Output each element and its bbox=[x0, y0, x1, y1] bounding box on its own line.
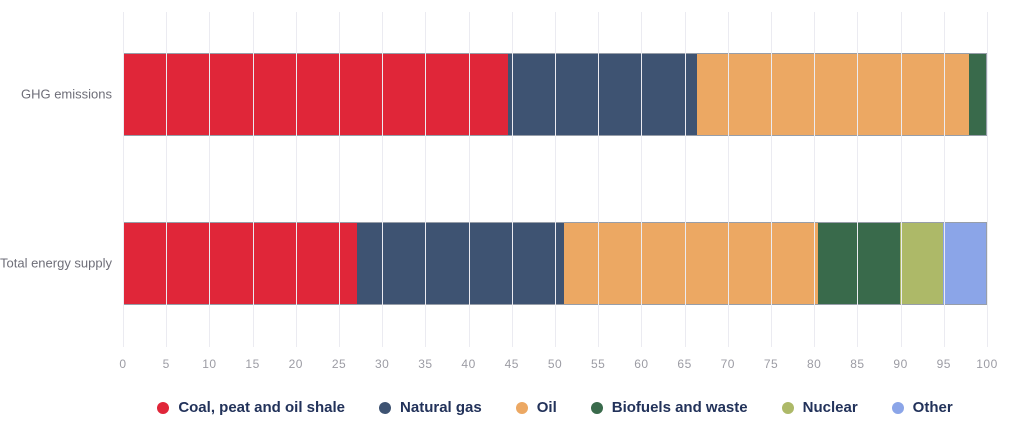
gridline bbox=[598, 12, 600, 347]
legend-item-biofuels-and-waste[interactable]: Biofuels and waste bbox=[590, 399, 748, 416]
x-tick-label: 30 bbox=[375, 357, 390, 371]
legend-dot-icon bbox=[157, 401, 170, 414]
gridline bbox=[814, 12, 816, 347]
legend-item-coal-peat-and-oil-shale[interactable]: Coal, peat and oil shale bbox=[157, 399, 345, 416]
bar-segment-oil[interactable] bbox=[697, 54, 969, 135]
x-tick-label: 35 bbox=[418, 357, 433, 371]
x-tick-label: 0 bbox=[119, 357, 127, 371]
legend-label: Other bbox=[912, 399, 953, 416]
legend-item-nuclear[interactable]: Nuclear bbox=[781, 399, 858, 416]
gridline bbox=[684, 12, 686, 347]
legend-label: Biofuels and waste bbox=[611, 399, 748, 416]
legend-item-natural-gas[interactable]: Natural gas bbox=[379, 399, 482, 416]
bar-segment-oil[interactable] bbox=[563, 223, 818, 304]
gridline bbox=[511, 12, 513, 347]
gridline bbox=[252, 12, 254, 347]
x-tick-label: 45 bbox=[504, 357, 519, 371]
x-tick-label: 90 bbox=[893, 357, 908, 371]
x-tick-label: 20 bbox=[288, 357, 303, 371]
gridline bbox=[987, 12, 988, 347]
gridline bbox=[641, 12, 643, 347]
gridline bbox=[209, 12, 211, 347]
gridline bbox=[295, 12, 297, 347]
x-tick-label: 55 bbox=[591, 357, 606, 371]
gridline bbox=[857, 12, 859, 347]
legend-dot-icon bbox=[379, 401, 392, 414]
gridline bbox=[468, 12, 470, 347]
bar-segment-other[interactable] bbox=[942, 223, 986, 304]
gridline bbox=[555, 12, 556, 347]
bar-total-energy-supply bbox=[123, 222, 987, 305]
legend-label: Natural gas bbox=[400, 399, 482, 416]
legend-label: Oil bbox=[536, 399, 557, 416]
legend-item-oil[interactable]: Oil bbox=[515, 399, 557, 416]
gridline bbox=[382, 12, 384, 347]
x-tick-label: 65 bbox=[677, 357, 692, 371]
bar-segment-natural-gas[interactable] bbox=[507, 54, 698, 135]
x-tick-label: 40 bbox=[461, 357, 476, 371]
bar-ghg-emissions bbox=[123, 53, 987, 136]
bar-segment-coal-peat-and-oil-shale[interactable] bbox=[124, 54, 508, 135]
gridline bbox=[727, 12, 729, 347]
gridline bbox=[166, 12, 168, 347]
gridline bbox=[339, 12, 340, 347]
bar-segment-nuclear[interactable] bbox=[899, 223, 943, 304]
x-tick-label: 60 bbox=[634, 357, 649, 371]
gridline bbox=[425, 12, 427, 347]
plot-area: 0 5 10 15 20 25 30 35 40 45 50 55 60 65 70 75 80 85 90 95 10… bbox=[119, 12, 997, 371]
bar-segment-biofuels-and-waste[interactable] bbox=[817, 223, 900, 304]
x-tick-label: 50 bbox=[547, 357, 563, 371]
category-label-total-energy-supply: Total energy supply bbox=[0, 255, 113, 271]
x-tick-label: 25 bbox=[331, 357, 347, 371]
x-tick-label: 80 bbox=[807, 357, 822, 371]
bar-segment-coal-peat-and-oil-shale[interactable] bbox=[124, 223, 357, 304]
x-tick-label: 10 bbox=[202, 357, 217, 371]
x-tick-label: 70 bbox=[720, 357, 735, 371]
bar-segment-biofuels-and-waste[interactable] bbox=[968, 54, 986, 135]
x-tick-label: 95 bbox=[936, 357, 951, 371]
x-tick-label: 85 bbox=[850, 357, 865, 371]
legend-label: Coal, peat and oil shale bbox=[178, 399, 346, 416]
legend-dot-icon bbox=[891, 401, 904, 414]
legend: Coal, peat and oil shale Natural gas Oil Bi… bbox=[123, 399, 987, 416]
x-tick-label: 15 bbox=[245, 357, 260, 371]
legend-dot-icon bbox=[781, 401, 794, 414]
gridline bbox=[123, 12, 124, 347]
legend-dot-icon bbox=[590, 401, 603, 414]
gridline bbox=[943, 12, 945, 347]
legend-dot-icon bbox=[515, 401, 528, 414]
bar-segment-natural-gas[interactable] bbox=[356, 223, 564, 304]
legend-item-other[interactable]: Other bbox=[891, 399, 953, 416]
gridline bbox=[900, 12, 902, 347]
legend-label: Nuclear bbox=[802, 399, 858, 416]
x-tick-label: 100 bbox=[976, 357, 998, 371]
x-tick-label: 5 bbox=[162, 357, 170, 371]
gridline bbox=[771, 12, 772, 347]
category-label-ghg-emissions: GHG emissions bbox=[20, 86, 112, 102]
x-tick-label: 75 bbox=[763, 357, 779, 371]
